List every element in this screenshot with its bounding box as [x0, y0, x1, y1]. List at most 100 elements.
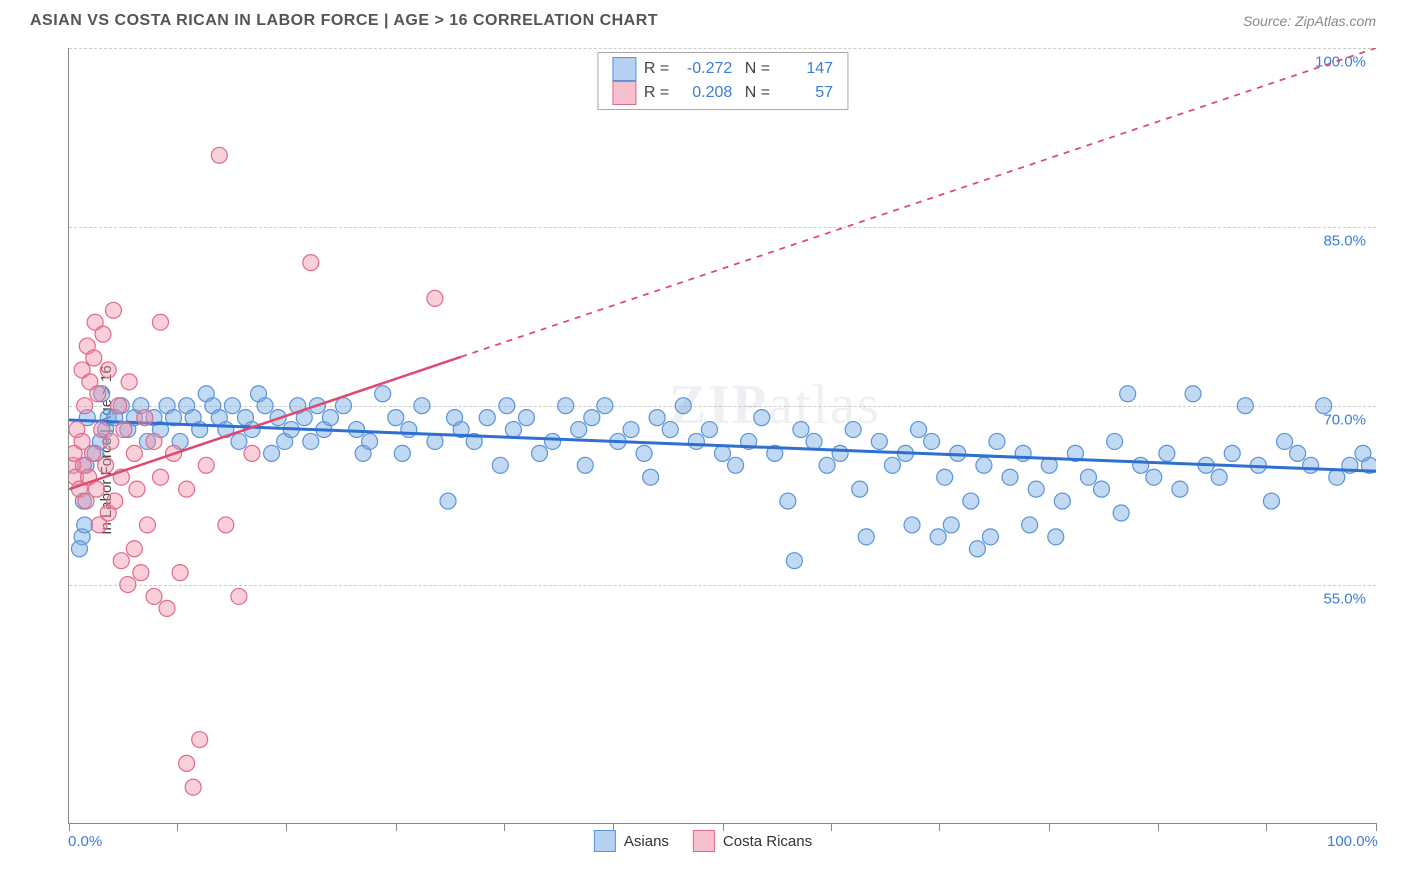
scatter-point: [1316, 398, 1332, 414]
scatter-point: [1022, 517, 1038, 533]
scatter-point: [349, 422, 365, 438]
scatter-point: [152, 314, 168, 330]
scatter-point: [362, 433, 378, 449]
scatter-point: [1224, 445, 1240, 461]
legend-item-costa-ricans: Costa Ricans: [693, 830, 812, 852]
scatter-point: [989, 433, 1005, 449]
x-tick: [939, 823, 940, 831]
scatter-point: [1290, 445, 1306, 461]
scatter-point: [505, 422, 521, 438]
scatter-point: [701, 422, 717, 438]
scatter-point: [662, 422, 678, 438]
scatter-point: [192, 732, 208, 748]
scatter-point: [107, 493, 123, 509]
scatter-point: [852, 481, 868, 497]
scatter-point: [231, 588, 247, 604]
scatter-point: [103, 433, 119, 449]
x-axis-label: 0.0%: [68, 833, 102, 850]
scatter-point: [427, 290, 443, 306]
scatter-point: [715, 445, 731, 461]
scatter-point: [911, 422, 927, 438]
scatter-point: [728, 457, 744, 473]
scatter-point: [518, 410, 534, 426]
series-legend: Asians Costa Ricans: [594, 830, 812, 852]
plot-region: R = -0.272 N = 147 R = 0.208 N = 57 ZIPa…: [68, 48, 1376, 824]
scatter-point: [105, 302, 121, 318]
scatter-point: [871, 433, 887, 449]
scatter-point: [643, 469, 659, 485]
scatter-point: [584, 410, 600, 426]
scatter-point: [1185, 386, 1201, 402]
scatter-point: [754, 410, 770, 426]
scatter-point: [1028, 481, 1044, 497]
scatter-point: [806, 433, 822, 449]
scatter-point: [440, 493, 456, 509]
scatter-point: [963, 493, 979, 509]
scatter-point: [120, 577, 136, 593]
scatter-point: [85, 445, 101, 461]
scatter-point: [1146, 469, 1162, 485]
x-axis-label: 100.0%: [1327, 833, 1378, 850]
n-value-asians: 147: [778, 57, 833, 81]
chart-header: ASIAN VS COSTA RICAN IN LABOR FORCE | AG…: [0, 0, 1406, 38]
scatter-point: [414, 398, 430, 414]
scatter-point: [1002, 469, 1018, 485]
scatter-point: [257, 398, 273, 414]
scatter-point: [146, 433, 162, 449]
r-value-costa-ricans: 0.208: [677, 81, 732, 105]
scatter-point: [113, 553, 129, 569]
scatter-point: [1120, 386, 1136, 402]
scatter-point: [499, 398, 515, 414]
scatter-point: [244, 445, 260, 461]
scatter-point: [904, 517, 920, 533]
x-tick: [831, 823, 832, 831]
scatter-point: [394, 445, 410, 461]
chart-source: Source: ZipAtlas.com: [1243, 13, 1376, 29]
scatter-point: [185, 779, 201, 795]
scatter-point: [133, 565, 149, 581]
r-value-asians: -0.272: [677, 57, 732, 81]
scatter-point: [943, 517, 959, 533]
scatter-point: [95, 326, 111, 342]
scatter-point: [649, 410, 665, 426]
scatter-point: [137, 410, 153, 426]
scatter-point: [146, 588, 162, 604]
scatter-point: [819, 457, 835, 473]
scatter-point: [924, 433, 940, 449]
swatch-asians-icon: [594, 830, 616, 852]
x-tick: [177, 823, 178, 831]
scatter-point: [532, 445, 548, 461]
scatter-point: [375, 386, 391, 402]
scatter-point: [479, 410, 495, 426]
scatter-point: [100, 362, 116, 378]
n-label: N =: [740, 57, 770, 81]
x-tick: [286, 823, 287, 831]
scatter-point: [1113, 505, 1129, 521]
scatter-point: [139, 517, 155, 533]
scatter-point: [159, 600, 175, 616]
stats-row: R = -0.272 N = 147: [612, 57, 833, 81]
scatter-point: [937, 469, 953, 485]
scatter-point: [571, 422, 587, 438]
scatter-point: [126, 445, 142, 461]
scatter-point: [172, 565, 188, 581]
scatter-point: [1329, 469, 1345, 485]
scatter-point: [577, 457, 593, 473]
scatter-point: [86, 350, 102, 366]
scatter-point: [780, 493, 796, 509]
scatter-point: [116, 422, 132, 438]
scatter-point: [335, 398, 351, 414]
swatch-costa-ricans-icon: [693, 830, 715, 852]
scatter-point: [231, 433, 247, 449]
scatter-point: [832, 445, 848, 461]
x-tick: [1158, 823, 1159, 831]
scatter-point: [858, 529, 874, 545]
scatter-point: [1303, 457, 1319, 473]
scatter-point: [218, 517, 234, 533]
scatter-point: [492, 457, 508, 473]
scatter-point: [1211, 469, 1227, 485]
scatter-point: [1054, 493, 1070, 509]
scatter-point: [969, 541, 985, 557]
scatter-point: [1094, 481, 1110, 497]
scatter-point: [1048, 529, 1064, 545]
